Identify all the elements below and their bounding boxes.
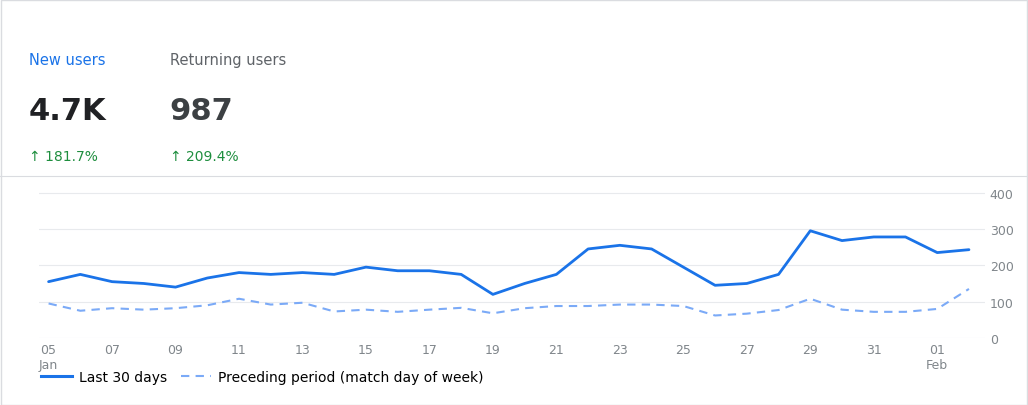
Legend: Last 30 days, Preceding period (match day of week): Last 30 days, Preceding period (match da… [36,364,489,389]
Text: Returning users: Returning users [170,53,286,68]
Text: 987: 987 [170,97,233,126]
Text: ↑ 209.4%: ↑ 209.4% [170,150,238,164]
Text: New users: New users [29,53,105,68]
Text: 4.7K: 4.7K [29,97,107,126]
Text: ↑ 181.7%: ↑ 181.7% [29,150,98,164]
